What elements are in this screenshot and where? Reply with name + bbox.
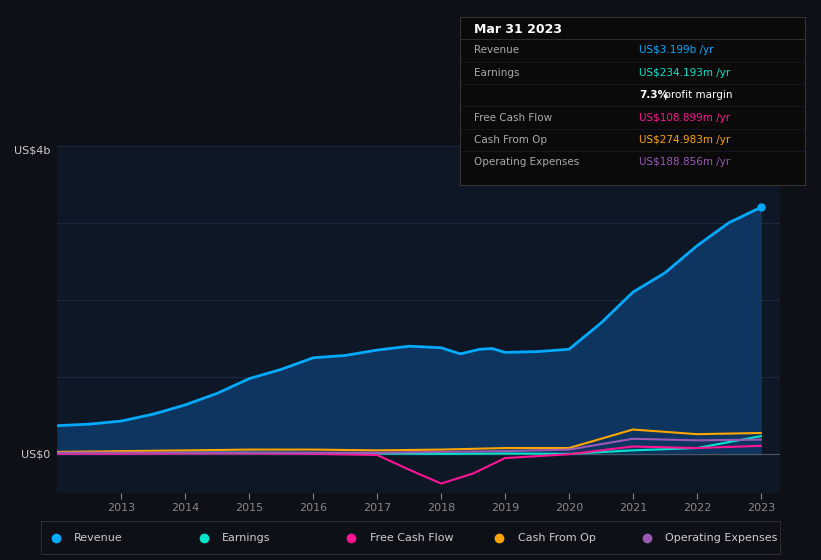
Text: US$4b: US$4b (14, 146, 50, 156)
Text: Free Cash Flow: Free Cash Flow (474, 113, 552, 123)
Text: profit margin: profit margin (662, 90, 733, 100)
Text: US$234.193m /yr: US$234.193m /yr (639, 68, 731, 78)
Text: Operating Expenses: Operating Expenses (666, 533, 777, 543)
Text: US$274.983m /yr: US$274.983m /yr (639, 135, 731, 145)
Text: Earnings: Earnings (222, 533, 271, 543)
Text: US$108.899m /yr: US$108.899m /yr (639, 113, 730, 123)
Text: 7.3%: 7.3% (639, 90, 668, 100)
Text: US$3.199b /yr: US$3.199b /yr (639, 45, 713, 55)
Text: -US$500m: -US$500m (57, 521, 116, 530)
Text: Earnings: Earnings (474, 68, 519, 78)
Text: Cash From Op: Cash From Op (518, 533, 595, 543)
Text: Operating Expenses: Operating Expenses (474, 157, 579, 167)
Text: Revenue: Revenue (474, 45, 519, 55)
Text: Revenue: Revenue (75, 533, 123, 543)
Text: Mar 31 2023: Mar 31 2023 (474, 22, 562, 36)
Text: Cash From Op: Cash From Op (474, 135, 547, 145)
Text: US$188.856m /yr: US$188.856m /yr (639, 157, 731, 167)
Text: Free Cash Flow: Free Cash Flow (370, 533, 453, 543)
Text: US$0: US$0 (21, 449, 50, 459)
